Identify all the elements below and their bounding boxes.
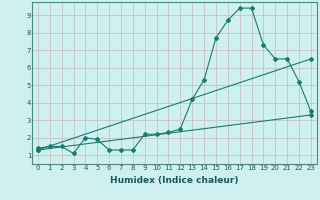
X-axis label: Humidex (Indice chaleur): Humidex (Indice chaleur): [110, 176, 239, 185]
